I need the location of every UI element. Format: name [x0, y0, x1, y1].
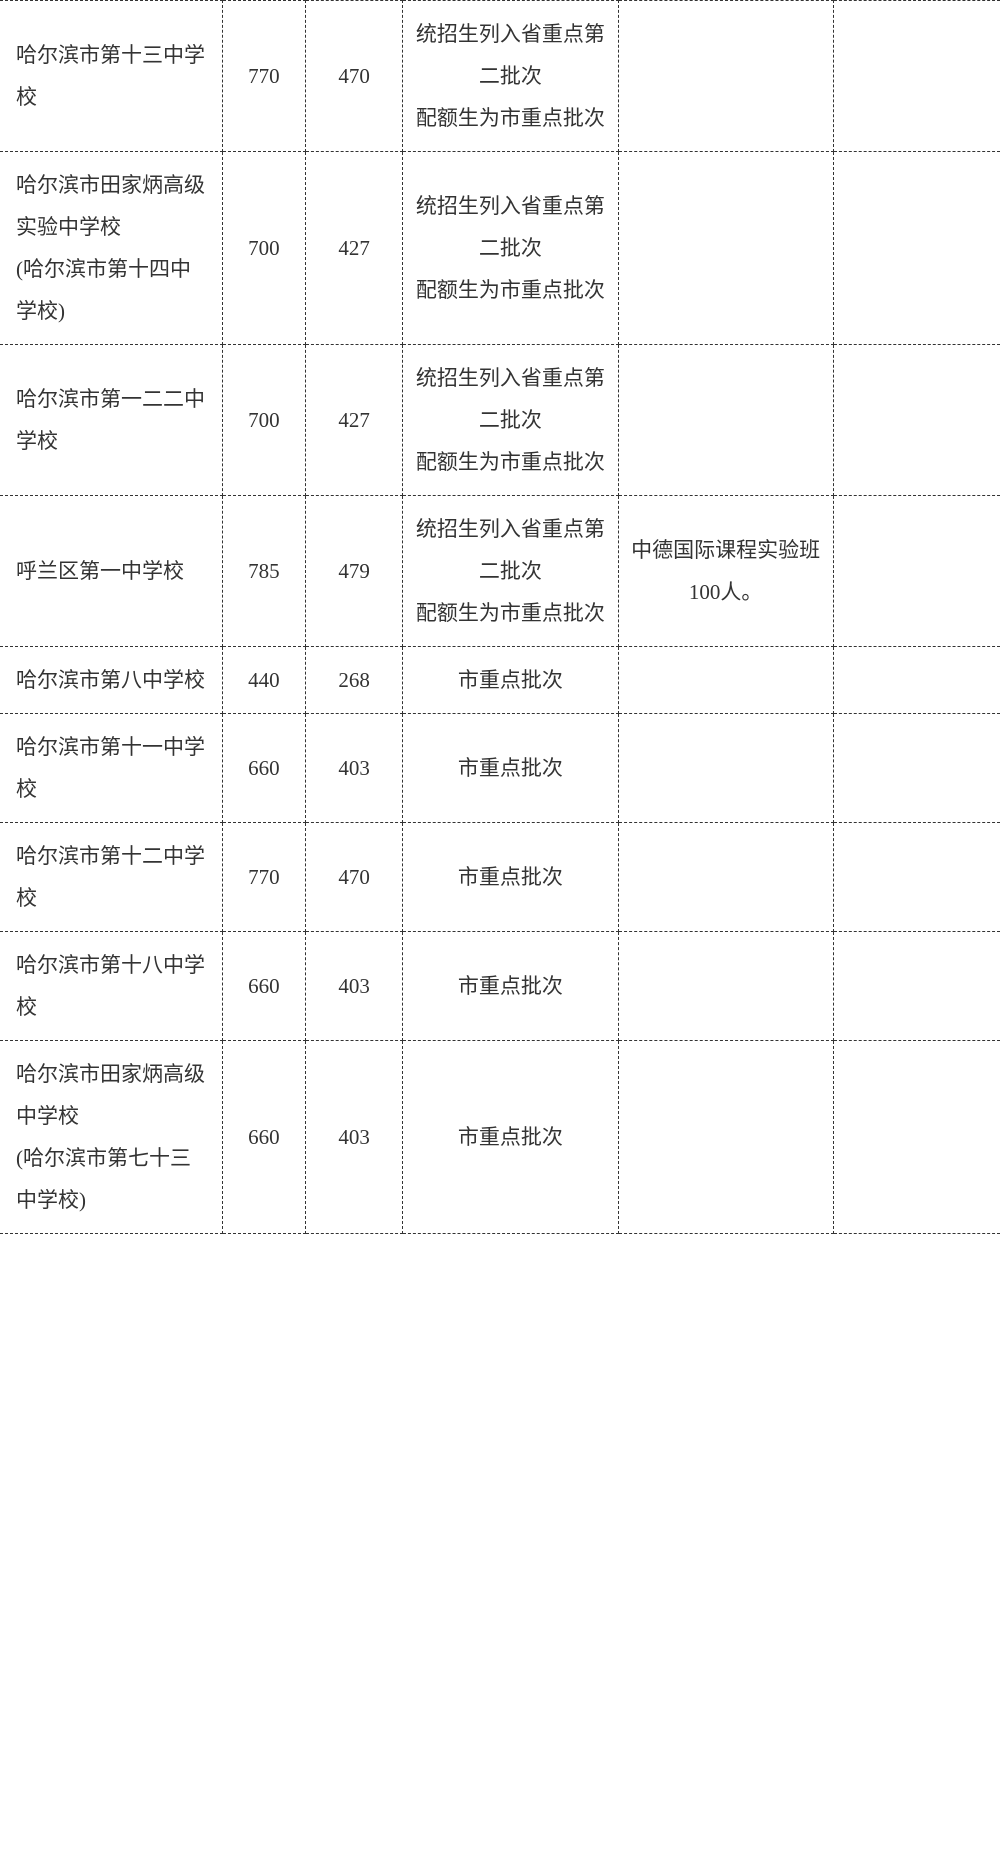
table-row: 呼兰区第一中学校785479统招生列入省重点第二批次配额生为市重点批次中德国际课… — [0, 496, 1000, 647]
school-name-cell: 哈尔滨市第十八中学校 — [0, 932, 222, 1041]
extra-cell — [833, 823, 1000, 932]
extra-cell — [833, 345, 1000, 496]
note-cell — [618, 345, 833, 496]
table-row: 哈尔滨市第十二中学校770470市重点批次 — [0, 823, 1000, 932]
batch-desc-cell: 统招生列入省重点第二批次配额生为市重点批次 — [403, 496, 618, 647]
batch-desc-cell: 市重点批次 — [403, 714, 618, 823]
extra-cell — [833, 647, 1000, 714]
quota-cell: 403 — [306, 932, 403, 1041]
total-enrollment-cell: 700 — [222, 345, 305, 496]
total-enrollment-cell: 785 — [222, 496, 305, 647]
school-name-cell: 呼兰区第一中学校 — [0, 496, 222, 647]
batch-desc-cell: 市重点批次 — [403, 823, 618, 932]
table-row: 哈尔滨市第八中学校440268市重点批次 — [0, 647, 1000, 714]
table-row: 哈尔滨市第一二二中学校700427统招生列入省重点第二批次配额生为市重点批次 — [0, 345, 1000, 496]
quota-cell: 470 — [306, 823, 403, 932]
batch-desc-cell: 统招生列入省重点第二批次配额生为市重点批次 — [403, 345, 618, 496]
total-enrollment-cell: 660 — [222, 1041, 305, 1234]
total-enrollment-cell: 700 — [222, 152, 305, 345]
extra-cell — [833, 152, 1000, 345]
note-cell — [618, 823, 833, 932]
school-name-cell: 哈尔滨市第十二中学校 — [0, 823, 222, 932]
quota-cell: 403 — [306, 714, 403, 823]
table-body: 哈尔滨市第十三中学校770470统招生列入省重点第二批次配额生为市重点批次哈尔滨… — [0, 1, 1000, 1234]
extra-cell — [833, 714, 1000, 823]
extra-cell — [833, 496, 1000, 647]
extra-cell — [833, 1, 1000, 152]
extra-cell — [833, 932, 1000, 1041]
total-enrollment-cell: 660 — [222, 932, 305, 1041]
school-name-cell: 哈尔滨市第一二二中学校 — [0, 345, 222, 496]
table-row: 哈尔滨市田家炳高级中学校 (哈尔滨市第七十三中学校)660403市重点批次 — [0, 1041, 1000, 1234]
batch-desc-cell: 统招生列入省重点第二批次配额生为市重点批次 — [403, 1, 618, 152]
table-row: 哈尔滨市田家炳高级实验中学校(哈尔滨市第十四中学校)700427统招生列入省重点… — [0, 152, 1000, 345]
note-cell — [618, 714, 833, 823]
batch-desc-cell: 市重点批次 — [403, 932, 618, 1041]
batch-desc-cell: 市重点批次 — [403, 1041, 618, 1234]
note-cell — [618, 932, 833, 1041]
quota-cell: 427 — [306, 152, 403, 345]
table-row: 哈尔滨市第十八中学校660403市重点批次 — [0, 932, 1000, 1041]
batch-desc-cell: 统招生列入省重点第二批次配额生为市重点批次 — [403, 152, 618, 345]
quota-cell: 427 — [306, 345, 403, 496]
school-name-cell: 哈尔滨市田家炳高级实验中学校(哈尔滨市第十四中学校) — [0, 152, 222, 345]
school-name-cell: 哈尔滨市第十一中学校 — [0, 714, 222, 823]
table-row: 哈尔滨市第十一中学校660403市重点批次 — [0, 714, 1000, 823]
note-cell — [618, 152, 833, 345]
extra-cell — [833, 1041, 1000, 1234]
total-enrollment-cell: 660 — [222, 714, 305, 823]
school-enrollment-table: 哈尔滨市第十三中学校770470统招生列入省重点第二批次配额生为市重点批次哈尔滨… — [0, 0, 1000, 1234]
note-cell: 中德国际课程实验班100人。 — [618, 496, 833, 647]
note-cell — [618, 647, 833, 714]
total-enrollment-cell: 770 — [222, 1, 305, 152]
total-enrollment-cell: 770 — [222, 823, 305, 932]
note-cell — [618, 1, 833, 152]
quota-cell: 403 — [306, 1041, 403, 1234]
batch-desc-cell: 市重点批次 — [403, 647, 618, 714]
quota-cell: 479 — [306, 496, 403, 647]
quota-cell: 470 — [306, 1, 403, 152]
school-name-cell: 哈尔滨市第八中学校 — [0, 647, 222, 714]
school-name-cell: 哈尔滨市第十三中学校 — [0, 1, 222, 152]
total-enrollment-cell: 440 — [222, 647, 305, 714]
quota-cell: 268 — [306, 647, 403, 714]
school-name-cell: 哈尔滨市田家炳高级中学校 (哈尔滨市第七十三中学校) — [0, 1041, 222, 1234]
note-cell — [618, 1041, 833, 1234]
table-row: 哈尔滨市第十三中学校770470统招生列入省重点第二批次配额生为市重点批次 — [0, 1, 1000, 152]
